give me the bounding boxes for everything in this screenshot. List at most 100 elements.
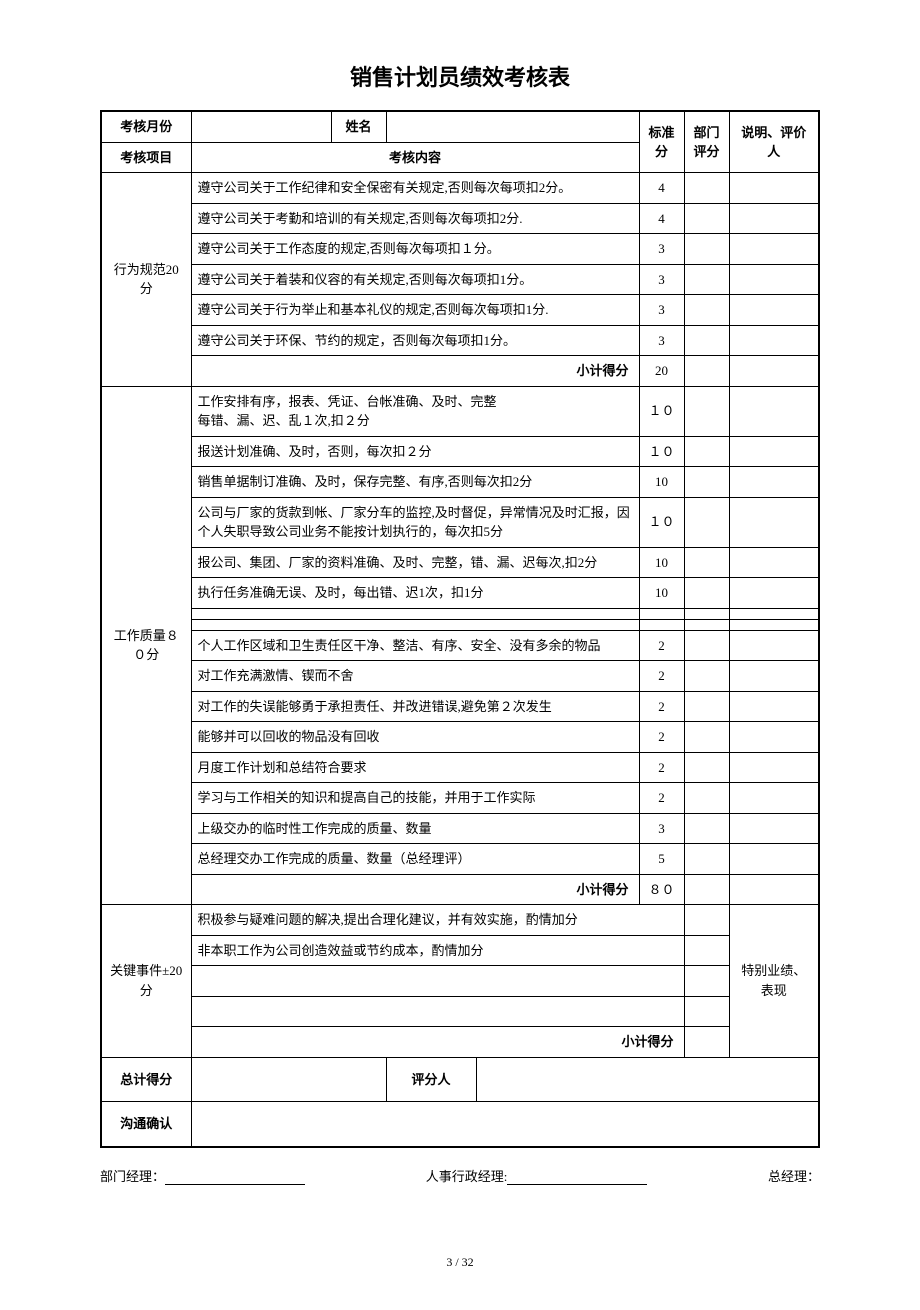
page-number: 3 / 32 [100, 1255, 820, 1270]
signature-line: 部门经理： 人事行政经理: 总经理： [100, 1166, 820, 1185]
s2-row15-dept [684, 844, 729, 875]
s2-row1-score: １０ [639, 436, 684, 467]
s2-row9-text: 对工作充满激情、锲而不舍 [191, 661, 639, 692]
s3-row3-text [191, 996, 684, 1027]
s2-subtotal-desc [729, 874, 819, 905]
total-score-label: 总计得分 [101, 1057, 191, 1102]
s2-row12-desc [729, 752, 819, 783]
s2-row0-dept [684, 386, 729, 436]
s1-row0-dept [684, 173, 729, 204]
s1-row5-score: 3 [639, 325, 684, 356]
s2-row5-text: 执行任务准确无误、及时，每出错、迟1次，扣1分 [191, 578, 639, 609]
header-project: 考核项目 [101, 142, 191, 173]
s2-row9-desc [729, 661, 819, 692]
s2-row1-dept [684, 436, 729, 467]
s2-row3-text: 公司与厂家的货款到帐、厂家分车的监控,及时督促，异常情况及时汇报，因个人失职导致… [191, 497, 639, 547]
s1-row3-desc [729, 264, 819, 295]
s3-row0-text: 积极参与疑难问题的解决,提出合理化建议，并有效实施，酌情加分 [191, 905, 684, 936]
s2-row14-dept [684, 813, 729, 844]
confirm-label: 沟通确认 [101, 1102, 191, 1147]
s1-row1-dept [684, 203, 729, 234]
s2-row1-text: 报送计划准确、及时，否则，每次扣２分 [191, 436, 639, 467]
header-dept-score: 部门评分 [684, 111, 729, 173]
sig-dept: 部门经理： [100, 1166, 305, 1185]
s1-row5-text: 遵守公司关于环保、节约的规定，否则每次每项扣1分。 [191, 325, 639, 356]
s2-row6-score [639, 608, 684, 619]
rater-value [476, 1057, 819, 1102]
s2-row0-score: １０ [639, 386, 684, 436]
s2-row4-desc [729, 547, 819, 578]
s1-row0-text: 遵守公司关于工作纪律和安全保密有关规定,否则每次每项扣2分。 [191, 173, 639, 204]
s2-row14-text: 上级交办的临时性工作完成的质量、数量 [191, 813, 639, 844]
section2-label: 工作质量８０分 [101, 386, 191, 905]
s1-row2-desc [729, 234, 819, 265]
s2-row2-dept [684, 467, 729, 498]
s2-subtotal-score: ８０ [639, 874, 684, 905]
s2-row15-text: 总经理交办工作完成的质量、数量（总经理评） [191, 844, 639, 875]
s1-row5-desc [729, 325, 819, 356]
s2-row11-dept [684, 722, 729, 753]
s1-row2-text: 遵守公司关于工作态度的规定,否则每次每项扣１分。 [191, 234, 639, 265]
s2-row8-score: 2 [639, 630, 684, 661]
s2-row10-dept [684, 691, 729, 722]
s2-row11-text: 能够并可以回收的物品没有回收 [191, 722, 639, 753]
s1-subtotal-desc [729, 356, 819, 387]
rater-label: 评分人 [386, 1057, 476, 1102]
s2-row3-dept [684, 497, 729, 547]
s2-row2-text: 销售单据制订准确、及时，保存完整、有序,否则每次扣2分 [191, 467, 639, 498]
s1-row3-text: 遵守公司关于着装和仪容的有关规定,否则每次每项扣1分。 [191, 264, 639, 295]
s2-row15-desc [729, 844, 819, 875]
header-name: 姓名 [331, 111, 386, 142]
s2-row6-text [191, 608, 639, 619]
s2-row8-text: 个人工作区域和卫生责任区干净、整洁、有序、安全、没有多余的物品 [191, 630, 639, 661]
s3-row2-text [191, 966, 684, 997]
s2-row8-desc [729, 630, 819, 661]
s2-row12-text: 月度工作计划和总结符合要求 [191, 752, 639, 783]
s1-row0-score: 4 [639, 173, 684, 204]
s2-row9-dept [684, 661, 729, 692]
s2-row2-desc [729, 467, 819, 498]
s2-row11-score: 2 [639, 722, 684, 753]
page-title: 销售计划员绩效考核表 [100, 60, 820, 92]
s2-row11-desc [729, 722, 819, 753]
s2-row9-score: 2 [639, 661, 684, 692]
s2-row3-desc [729, 497, 819, 547]
field-name-value [386, 111, 639, 142]
s2-row4-text: 报公司、集团、厂家的资料准确、及时、完整，错、漏、迟每次,扣2分 [191, 547, 639, 578]
s2-row14-score: 3 [639, 813, 684, 844]
total-score-value [191, 1057, 386, 1102]
s2-row6-dept [684, 608, 729, 619]
s3-subtotal-label: 小计得分 [191, 1027, 684, 1058]
s1-row4-score: 3 [639, 295, 684, 326]
header-desc: 说明、评价人 [729, 111, 819, 173]
s2-row12-score: 2 [639, 752, 684, 783]
s2-row15-score: 5 [639, 844, 684, 875]
s2-row0-text: 工作安排有序，报表、凭证、台帐准确、及时、完整 每错、漏、迟、乱１次,扣２分 [191, 386, 639, 436]
s1-row3-dept [684, 264, 729, 295]
s1-row4-desc [729, 295, 819, 326]
s1-row0-desc [729, 173, 819, 204]
s1-row1-score: 4 [639, 203, 684, 234]
s2-row2-score: 10 [639, 467, 684, 498]
s3-row1-text: 非本职工作为公司创造效益或节约成本，酌情加分 [191, 935, 684, 966]
field-month-value [191, 111, 331, 142]
s2-row7-score [639, 619, 684, 630]
s2-row4-dept [684, 547, 729, 578]
header-content: 考核内容 [191, 142, 639, 173]
s2-row1-desc [729, 436, 819, 467]
s3-row3-dept [684, 996, 729, 1027]
s2-row13-desc [729, 783, 819, 814]
s1-row5-dept [684, 325, 729, 356]
s1-row1-text: 遵守公司关于考勤和培训的有关规定,否则每次每项扣2分. [191, 203, 639, 234]
s2-row5-desc [729, 578, 819, 609]
s3-subtotal-dept [684, 1027, 729, 1058]
s1-row1-desc [729, 203, 819, 234]
section1-label: 行为规范20分 [101, 173, 191, 387]
s2-row4-score: 10 [639, 547, 684, 578]
s2-row3-score: １０ [639, 497, 684, 547]
s2-row0-desc [729, 386, 819, 436]
s2-row12-dept [684, 752, 729, 783]
s2-row13-text: 学习与工作相关的知识和提高自己的技能，并用于工作实际 [191, 783, 639, 814]
s2-row8-dept [684, 630, 729, 661]
s2-row13-dept [684, 783, 729, 814]
